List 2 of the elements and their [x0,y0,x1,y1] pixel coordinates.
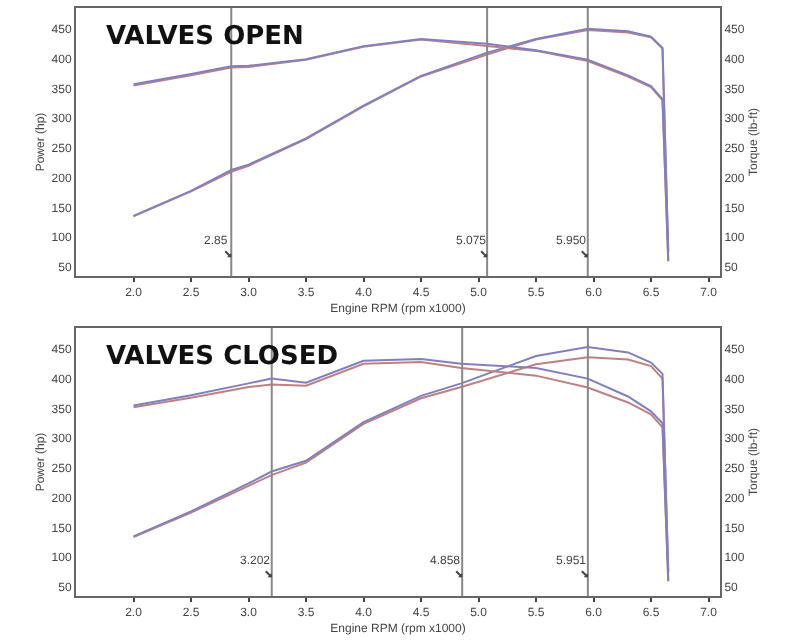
text: VALVES CLOSED [106,342,339,372]
text: VALVES OPEN [106,22,304,52]
